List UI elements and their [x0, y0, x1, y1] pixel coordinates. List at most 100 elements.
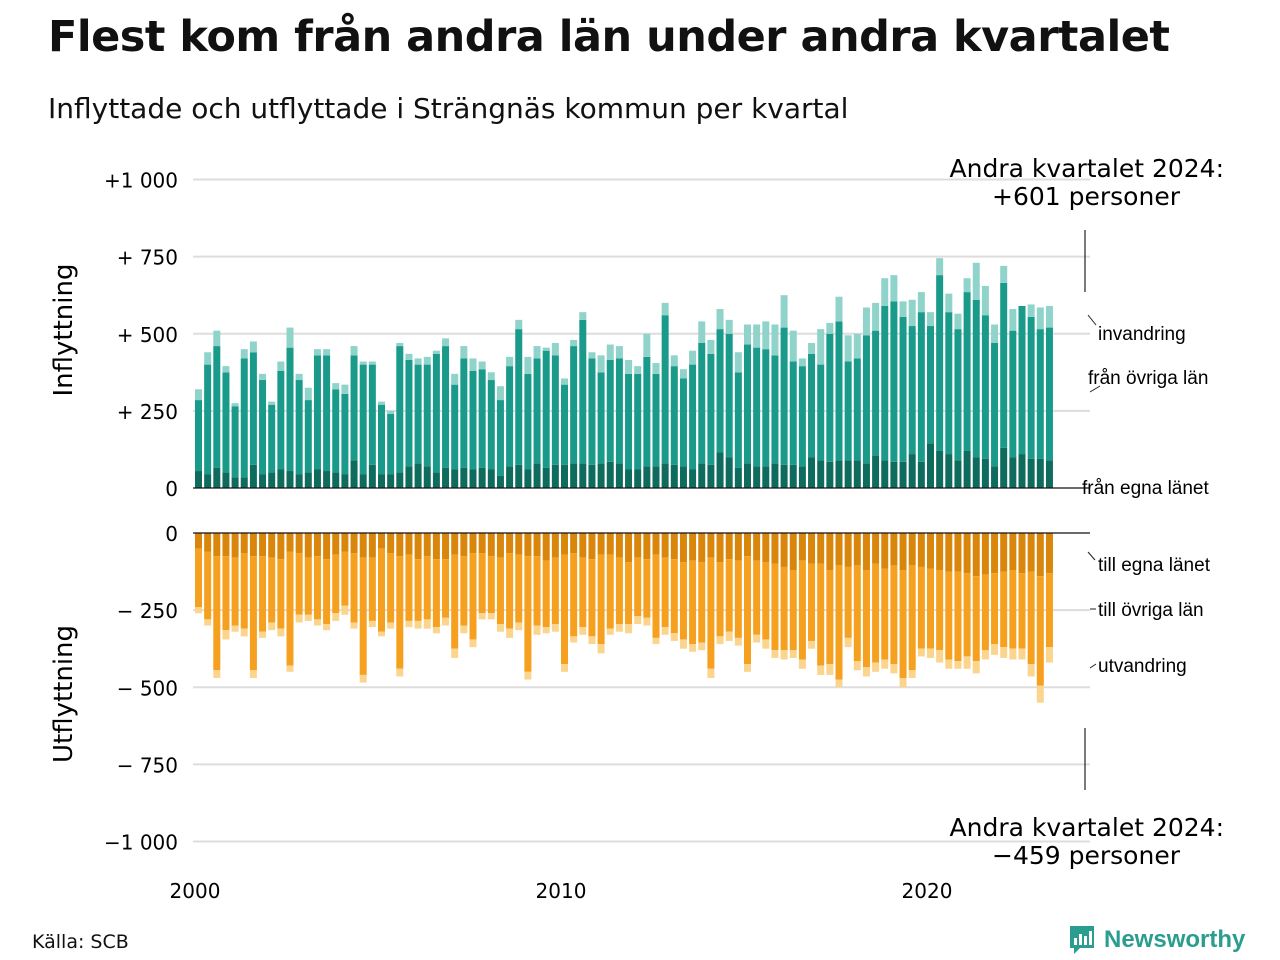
inflow-bar-segment — [744, 463, 751, 488]
outflow-bar-segment — [853, 533, 861, 566]
outflow-bar-segment — [789, 533, 797, 571]
inflow-bar-segment — [304, 400, 312, 473]
outflow-bar-segment — [679, 562, 687, 640]
brand-logo[interactable]: Newsworthy — [1068, 924, 1245, 956]
inflow-bar-segment — [341, 474, 349, 488]
outflow-bar-segment — [1045, 533, 1053, 574]
inflow-bar-segment — [396, 346, 404, 473]
inflow-bar-segment — [835, 321, 843, 461]
outflow-bar-segment — [570, 533, 578, 554]
outflow-bar-segment — [478, 613, 486, 620]
inflow-bar-segment — [396, 472, 404, 488]
outflow-bar-segment — [240, 533, 248, 554]
inflow-bar-segment — [917, 312, 925, 462]
inflow-bar-segment — [625, 469, 633, 488]
outflow-bar-segment — [817, 533, 825, 564]
outflow-bar-segment — [332, 613, 340, 621]
inflow-bar-segment — [707, 353, 715, 465]
outflow-bar-segment — [1045, 573, 1053, 648]
inflow-bar-segment — [442, 346, 450, 468]
outflow-bar-segment — [561, 554, 568, 665]
inflow-bar-segment — [1000, 447, 1008, 488]
outflow-bar-segment — [378, 548, 385, 632]
outflow-bar-segment — [606, 628, 614, 635]
inflow-bar-segment — [222, 366, 230, 373]
inflow-bar-segment — [881, 278, 889, 306]
outflow-bar-segment — [981, 574, 989, 651]
outflow-bar-segment — [1000, 571, 1008, 648]
outflow-bar-segment — [615, 557, 623, 625]
inflow-bar-segment — [908, 326, 916, 455]
inflow-bar-segment — [1027, 304, 1035, 317]
inflow-bar-segment — [670, 366, 678, 465]
outflow-bar-segment — [277, 559, 285, 629]
outflow-bar-segment — [442, 559, 450, 618]
inflow-bar-segment — [533, 358, 541, 464]
outflow-bar-segment — [359, 533, 367, 558]
outflow-bar-segment — [222, 533, 230, 557]
outflow-bar-segment — [744, 533, 751, 557]
outflow-bar-segment — [313, 556, 321, 620]
inflow-bar-segment — [798, 366, 806, 467]
inflow-bar-segment — [853, 358, 861, 461]
outflow-bar-segment — [1018, 533, 1026, 574]
outflow-bar-segment — [432, 559, 440, 628]
inflow-bar-segment — [249, 352, 257, 465]
inflow-bar-segment — [780, 295, 788, 328]
outflow-bar-segment — [936, 650, 944, 663]
inflow-bar-segment — [753, 466, 761, 488]
outflow-bar-segment — [478, 553, 486, 614]
outflow-bar-segment — [634, 616, 642, 625]
outflow-ytick-label: − 750 — [117, 753, 178, 777]
outflow-bar-segment — [798, 560, 806, 660]
outflow-bar-segment — [954, 571, 962, 662]
outflow-bar-segment — [899, 677, 907, 688]
inflow-bar-segment — [762, 466, 770, 488]
outflow-bar-segment — [853, 565, 861, 662]
outflow-bar-segment — [643, 559, 651, 618]
inflow-bar-segment — [213, 330, 221, 347]
inflow-bar-segment — [588, 464, 596, 488]
outflow-bar-segment — [762, 533, 770, 563]
chart-subtitle: Inflyttade och utflyttade i Strängnäs ko… — [48, 92, 849, 125]
outflow-bar-segment — [862, 570, 870, 668]
inflow-bar-segment — [405, 466, 413, 488]
inflow-bar-segment — [533, 346, 541, 359]
outflow-bar-segment — [423, 533, 431, 557]
inflow-bar-segment — [460, 358, 468, 468]
outflow-bar-segment — [378, 631, 385, 637]
inflow-bar-segment — [423, 364, 431, 467]
inflow-bar-segment — [899, 301, 907, 317]
inflow-bar-segment — [551, 355, 559, 465]
inflow-bar-segment — [917, 292, 925, 313]
inflow-bar-segment — [304, 387, 312, 401]
outflow-annotation-line1: Andra kvartalet 2024: — [950, 813, 1224, 842]
inflow-bar-segment — [506, 356, 514, 367]
outflow-bar-segment — [698, 533, 706, 563]
legend-fran-egna-lanet: från egna länet — [1082, 478, 1209, 499]
inflow-bar-segment — [1036, 329, 1044, 459]
outflow-bar-segment — [615, 533, 623, 558]
outflow-bar-segment — [368, 533, 376, 558]
outflow-bar-segment — [551, 557, 559, 625]
inflow-bar-segment — [561, 464, 568, 488]
outflow-bar-segment — [195, 607, 202, 614]
outflow-bar-segment — [259, 533, 267, 557]
inflow-bar-segment — [1027, 316, 1035, 459]
outflow-bar-segment — [304, 614, 312, 621]
inflow-bar-segment — [323, 355, 331, 472]
outflow-bar-segment — [222, 556, 230, 631]
inflow-bar-segment — [1027, 458, 1035, 488]
outflow-bar-segment — [652, 637, 660, 645]
outflow-bar-segment — [524, 533, 532, 557]
inflow-bar-segment — [872, 455, 880, 488]
inflow-bar-segment — [606, 461, 614, 488]
outflow-bar-segment — [817, 563, 825, 666]
inflow-bar-segment — [716, 309, 724, 330]
inflow-bar-segment — [570, 346, 578, 464]
inflow-bar-segment — [808, 457, 816, 488]
outflow-bar-segment — [661, 557, 669, 628]
inflow-bar-segment — [670, 355, 678, 367]
legend-invandring: invandring — [1098, 324, 1186, 345]
outflow-bar-segment — [561, 533, 568, 555]
